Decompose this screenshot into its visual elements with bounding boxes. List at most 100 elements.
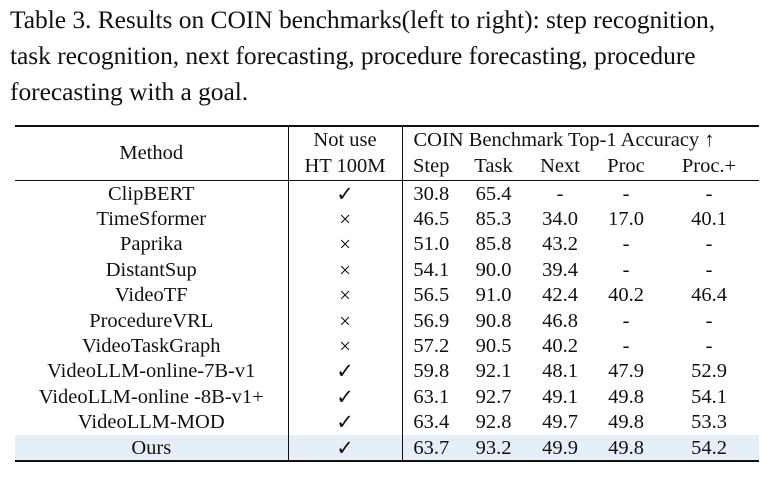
check-icon: ✓ (288, 434, 403, 462)
cell-task: 85.8 (475, 233, 512, 256)
cell-proc: 49.8 (593, 434, 659, 462)
cell-task: 90.5 (475, 335, 512, 358)
cross-icon: × (288, 231, 403, 258)
cell-step: 51.0 (413, 233, 450, 256)
table-row: VideoTaskGraph × 57.2 90.5 40.2 - - (15, 333, 759, 359)
cross-icon: × (288, 257, 403, 283)
header-group: COIN Benchmark Top-1 Accuracy ↑ (413, 128, 715, 151)
table-caption: Table 3. Results on COIN benchmarks(left… (10, 5, 716, 106)
cell-proc: 17.0 (608, 208, 644, 231)
cell-step: 46.5 (413, 208, 450, 231)
cell-method: VideoTF (15, 282, 289, 308)
cross-icon: × (288, 307, 403, 334)
cell-next: - (527, 180, 593, 207)
cell-task: 85.3 (475, 208, 512, 231)
cell-next: 34.0 (542, 208, 578, 231)
cell-method: VideoLLM-online-7B-v1 (15, 358, 289, 385)
cell-method: ProcedureVRL (15, 307, 289, 334)
cell-proc: 47.9 (608, 360, 644, 383)
cell-proc-plus: - (705, 233, 713, 256)
check-icon: ✓ (288, 409, 403, 435)
cell-task: 90.8 (475, 309, 512, 332)
table-row: DistantSup × 54.1 90.0 39.4 - - (15, 257, 759, 283)
cell-step: 63.1 (413, 385, 450, 408)
results-table: Method Not use COIN Benchmark Top-1 Accu… (15, 125, 759, 462)
cell-next: 46.8 (542, 309, 578, 332)
table-body: ClipBERT ✓ 30.8 65.4- - - TimeSformer × 46.5 85.3… (15, 180, 759, 462)
cell-step: 57.2 (413, 335, 450, 358)
cell-task: 92.7 (475, 385, 512, 408)
cell-proc: - (622, 335, 630, 358)
table-header: Method Not use COIN Benchmark Top-1 Accu… (15, 126, 759, 181)
cell-proc-plus: - (705, 258, 713, 281)
cell-proc: 49.8 (608, 385, 644, 408)
table-row-ours: Ours ✓ 63.7 93.2 49.9 49.8 54.2 (15, 434, 759, 462)
cell-method: VideoTaskGraph (15, 333, 289, 359)
cell-proc: - (622, 233, 630, 256)
cell-proc: - (622, 258, 630, 281)
cell-task: 91.0 (475, 284, 512, 307)
cross-icon: × (288, 333, 403, 359)
cross-icon: × (288, 282, 403, 308)
cell-proc: 40.2 (608, 284, 644, 307)
cell-method: VideoLLM-online -8B-v1+ (15, 384, 289, 410)
header-step: Step (413, 155, 450, 177)
check-icon: ✓ (288, 180, 403, 207)
table-row: VideoTF × 56.5 91.0 42.4 40.2 46.4 (15, 282, 759, 308)
cell-proc-plus: 40.1 (691, 208, 727, 231)
cell-proc: - (622, 309, 630, 332)
cell-proc-plus: - (705, 309, 713, 332)
cell-next: 43.2 (542, 233, 578, 256)
header-proc-plus: Proc.+ (681, 155, 737, 177)
cell-method: Paprika (15, 231, 289, 258)
cell-proc-plus: 52.9 (691, 360, 727, 383)
cell-proc-plus: - (705, 335, 713, 358)
cell-step: 54.1 (413, 258, 450, 281)
cell-step: 56.9 (413, 309, 450, 332)
cell-step: 30.8 (402, 180, 460, 207)
cell-next: 49.9 (527, 434, 593, 462)
cell-step: 63.7 (402, 434, 460, 462)
cell-proc-plus: - (659, 180, 759, 207)
table-row: ProcedureVRL × 56.9 90.8 46.8 - - (15, 307, 759, 334)
cross-icon: × (288, 206, 403, 232)
table-row: Paprika × 51.0 85.8 43.2 - - (15, 231, 759, 258)
cell-next: 49.7 (542, 411, 578, 434)
cell-step: 56.5 (413, 284, 450, 307)
cell-next: 48.1 (542, 360, 578, 383)
cell-task: 65.4 (460, 180, 527, 207)
table-row: ClipBERT ✓ 30.8 65.4- - - (15, 180, 759, 207)
header-proc: Proc (607, 155, 645, 177)
cell-proc-plus: 46.4 (691, 284, 727, 307)
table-row: TimeSformer × 46.5 85.3 34.0 17.0 40.1 (15, 206, 759, 232)
cell-next: 40.2 (542, 335, 578, 358)
cell-task: 92.8 (475, 411, 512, 434)
cell-method: DistantSup (15, 257, 289, 283)
cell-method: VideoLLM-MOD (15, 409, 289, 435)
cell-next: 42.4 (542, 284, 578, 307)
table-row: VideoLLM-online-7B-v1 ✓ 59.8 92.1 48.1 47.9 52… (15, 358, 759, 385)
cell-proc-plus: 54.1 (691, 385, 727, 408)
check-icon: ✓ (288, 358, 403, 385)
table-row: VideoLLM-online -8B-v1+ ✓ 63.1 92.7 49.1 49.8… (15, 384, 759, 410)
cell-next: 49.1 (542, 385, 578, 408)
header-method: Method (15, 126, 289, 181)
header-not-use-line2: HT 100M (288, 153, 403, 181)
cell-next: 39.4 (542, 258, 578, 281)
cell-method: Ours (15, 434, 289, 462)
header-not-use-line1: Not use (288, 126, 403, 153)
check-icon: ✓ (288, 384, 403, 410)
cell-method: TimeSformer (15, 206, 289, 232)
cell-proc: 49.8 (608, 411, 644, 434)
cell-task: 92.1 (475, 360, 512, 383)
cell-proc: - (593, 180, 659, 207)
cell-task: 90.0 (475, 258, 512, 281)
cell-task: 93.2 (460, 434, 527, 462)
cell-method: ClipBERT (15, 180, 289, 207)
header-next: Next (540, 155, 580, 177)
cell-proc-plus: 54.2 (659, 434, 759, 462)
cell-step: 59.8 (413, 360, 450, 383)
cell-step: 63.4 (413, 411, 450, 434)
header-task: Task (474, 155, 513, 177)
cell-proc-plus: 53.3 (691, 411, 727, 434)
